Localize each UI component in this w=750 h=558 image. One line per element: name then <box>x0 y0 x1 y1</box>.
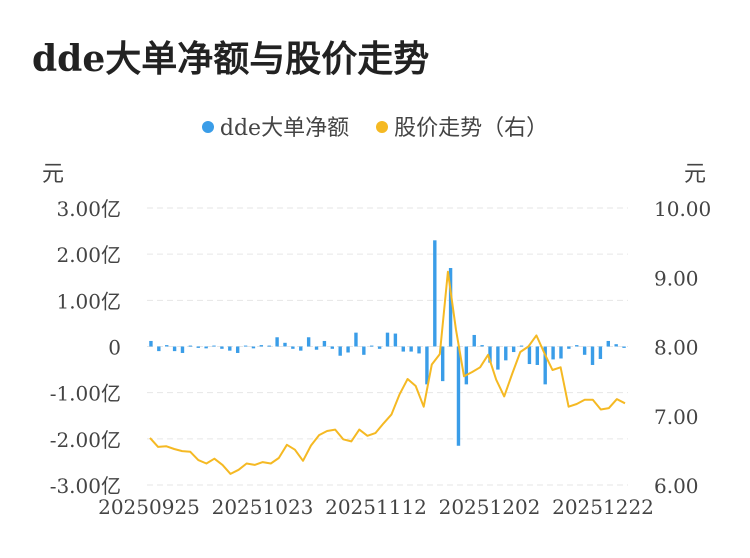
dde-bar[interactable] <box>212 345 216 347</box>
dde-bar[interactable] <box>425 346 429 385</box>
x-tick-label: 20250925 <box>98 495 200 519</box>
left-tick-label: -3.00亿 <box>50 474 121 498</box>
dde-bar[interactable] <box>385 332 390 347</box>
dde-bar[interactable] <box>511 346 516 353</box>
dde-bar[interactable] <box>299 346 303 351</box>
dde-bar[interactable] <box>220 346 224 349</box>
dde-bar[interactable] <box>448 268 453 347</box>
dde-bar[interactable] <box>235 346 240 353</box>
legend-dot-dde <box>201 121 214 133</box>
x-axis-ticks: 20250925 20251023 20251112 20251202 20251222 <box>98 495 654 519</box>
dde-bar[interactable] <box>330 346 335 349</box>
left-axis-ticks: 3.00亿 2.00亿 1.00亿 0 -1.00亿 -2.00亿 -3.00亿 <box>50 197 121 498</box>
x-tick-label: 20251202 <box>439 495 541 519</box>
dde-bar[interactable] <box>535 346 540 365</box>
dde-bar[interactable] <box>165 345 169 347</box>
dde-bar[interactable] <box>370 345 374 347</box>
dde-bar[interactable] <box>393 333 398 347</box>
line-series <box>149 270 626 475</box>
dde-bar[interactable] <box>496 346 500 370</box>
dde-bar[interactable] <box>354 332 358 347</box>
left-tick-label: -1.00亿 <box>50 382 121 406</box>
dde-bar[interactable] <box>228 346 232 351</box>
dde-bar[interactable] <box>543 346 547 385</box>
dde-bar[interactable] <box>172 346 177 352</box>
left-axis-unit: 元 <box>42 162 65 187</box>
dde-bar[interactable] <box>306 337 311 347</box>
dde-bar[interactable] <box>567 346 571 349</box>
dde-bar[interactable] <box>614 344 618 347</box>
dde-bar[interactable] <box>472 334 476 347</box>
x-tick-label: 20251222 <box>552 495 654 519</box>
dde-bar[interactable] <box>188 345 193 347</box>
price-line[interactable] <box>149 270 626 475</box>
legend-label-dde: dde大单净额 <box>219 116 350 141</box>
chart-legend: dde大单净额 股价走势（右） <box>0 110 750 142</box>
dde-bar[interactable] <box>149 340 153 347</box>
dde-bar[interactable] <box>456 346 461 446</box>
right-tick-label: 6.00 <box>654 474 699 498</box>
dde-bar[interactable] <box>504 346 508 361</box>
x-tick-label: 20251112 <box>325 495 427 519</box>
dde-bar[interactable] <box>519 345 524 347</box>
bar-series <box>149 240 626 446</box>
right-axis-ticks: 10.00 9.00 8.00 7.00 6.00 <box>654 197 711 498</box>
dde-bar[interactable] <box>196 346 200 348</box>
x-tick-label: 20251023 <box>212 495 314 519</box>
dde-bar[interactable] <box>251 346 256 349</box>
dde-bar[interactable] <box>527 346 532 365</box>
chart-title: dde大单净额与股价走势 <box>32 38 430 80</box>
legend-label-price: 股价走势（右） <box>394 116 549 141</box>
dde-bar[interactable] <box>283 342 287 347</box>
dde-bar[interactable] <box>480 345 484 347</box>
dde-bar[interactable] <box>243 345 248 347</box>
left-tick-label: 2.00亿 <box>56 243 121 267</box>
dde-bar[interactable] <box>314 346 319 350</box>
dde-bar[interactable] <box>440 346 445 382</box>
dde-bar[interactable] <box>575 345 579 347</box>
dde-bar[interactable] <box>259 345 264 347</box>
dde-bar[interactable] <box>559 346 563 359</box>
right-tick-label: 8.00 <box>654 336 699 360</box>
dde-bar[interactable] <box>598 346 603 359</box>
dde-bar[interactable] <box>267 345 271 347</box>
dde-bar[interactable] <box>180 346 185 353</box>
dde-bar[interactable] <box>204 346 208 349</box>
left-tick-label: 0 <box>108 336 121 360</box>
legend-item-price[interactable]: 股价走势（右） <box>376 110 548 142</box>
left-tick-label: 1.00亿 <box>56 289 121 313</box>
left-tick-label: -2.00亿 <box>50 428 121 452</box>
dde-bar[interactable] <box>488 346 492 363</box>
dde-bar[interactable] <box>590 346 595 365</box>
dde-bar[interactable] <box>346 346 350 353</box>
right-tick-label: 10.00 <box>654 197 711 221</box>
left-tick-label: 3.00亿 <box>56 197 121 221</box>
legend-dot-price <box>376 121 389 133</box>
dde-bar[interactable] <box>464 346 469 385</box>
legend-item-dde[interactable]: dde大单净额 <box>201 110 350 142</box>
dde-bar[interactable] <box>409 346 413 352</box>
right-tick-label: 9.00 <box>654 266 699 290</box>
dde-bar[interactable] <box>417 346 421 354</box>
right-tick-label: 7.00 <box>654 405 699 429</box>
dde-bar[interactable] <box>401 346 405 352</box>
dde-bar[interactable] <box>551 346 555 360</box>
dde-bar[interactable] <box>291 346 295 349</box>
dde-bar[interactable] <box>362 346 366 355</box>
dde-bar[interactable] <box>157 346 161 352</box>
dde-bar[interactable] <box>275 337 279 347</box>
dde-bar[interactable] <box>433 240 437 347</box>
dde-bar[interactable] <box>377 346 382 349</box>
dde-bar[interactable] <box>622 346 626 348</box>
dde-bar[interactable] <box>322 340 327 347</box>
grid-lines <box>147 207 628 486</box>
dde-bar[interactable] <box>338 346 342 356</box>
dde-bar[interactable] <box>582 346 587 355</box>
dde-bar[interactable] <box>606 340 610 347</box>
right-axis-unit: 元 <box>684 162 707 187</box>
